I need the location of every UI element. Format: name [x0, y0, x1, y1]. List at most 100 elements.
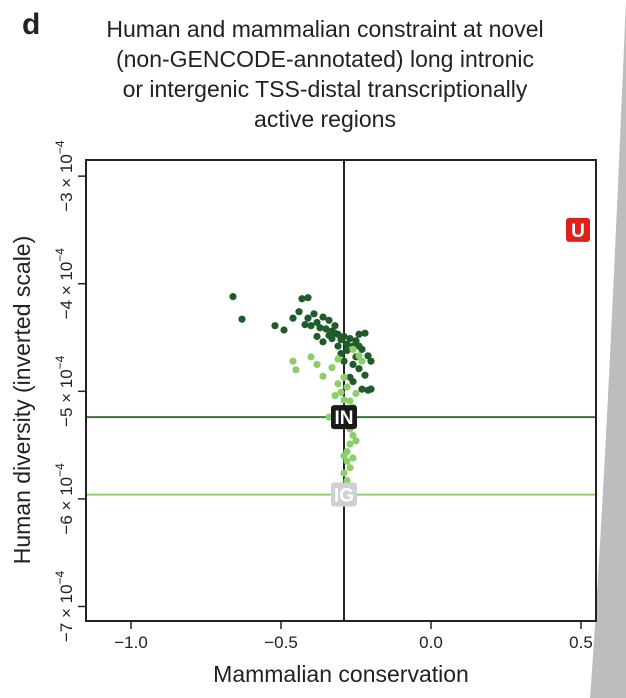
scatter-point-series-2 [349, 345, 357, 353]
scatter-point-series-2 [346, 440, 354, 448]
y-axis-label: Human diversity (inverted scale) [9, 236, 35, 565]
scatter-point-series-1 [301, 321, 309, 329]
scatter-point-series-1 [298, 295, 306, 303]
scatter-point-series-1 [355, 365, 363, 373]
scatter-point-series-1 [238, 315, 246, 323]
y-tick-mantissa: −6 × 10 [57, 477, 76, 535]
panel-label: d [22, 8, 41, 41]
scatter-point-series-2 [313, 360, 321, 369]
scatter-point-series-2 [340, 469, 348, 477]
scatter-point-series-1 [331, 322, 339, 330]
scatter-point-series-1 [304, 294, 312, 302]
scatter-point-series-1 [358, 385, 366, 393]
scatter-point-series-2 [328, 364, 336, 372]
y-tick-exponent: −4 [53, 463, 67, 477]
y-tick-exponent: −4 [53, 248, 67, 262]
scatter-point-series-1 [307, 322, 315, 330]
scatter-point-series-2 [343, 457, 351, 465]
data-points [229, 293, 375, 485]
scatter-point-series-1 [304, 314, 312, 322]
chart-title-line-4: active regions [254, 106, 396, 132]
scatter-point-series-2 [349, 431, 357, 440]
y-tick-label: −6 × 10−4 [53, 463, 76, 535]
scatter-point-series-1 [352, 337, 360, 345]
scatter-point-series-2 [349, 454, 357, 462]
y-tick-label: −5 × 10−4 [53, 355, 76, 427]
scatter-point-series-1 [340, 357, 348, 365]
chart-title-line-3: or intergenic TSS-distal transcriptional… [122, 76, 528, 102]
scatter-point-series-2 [355, 352, 363, 360]
scatter-point-series-1 [349, 360, 357, 369]
y-tick-mantissa: −5 × 10 [57, 369, 76, 427]
x-axis-label: Mammalian conservation [213, 661, 469, 687]
scatter-point-series-1 [313, 318, 321, 327]
plot-frame [85, 159, 597, 622]
scatter-point-series-1 [364, 352, 372, 360]
region-marker-box [566, 217, 590, 242]
scatter-point-series-1 [316, 324, 324, 332]
chart-title-line-2: (non-GENCODE-annotated) long intronic [115, 46, 535, 72]
scatter-point-series-2 [352, 437, 360, 445]
scatter-point-series-2 [343, 477, 351, 485]
scatter-point-series-1 [343, 346, 351, 355]
scatter-point-series-2 [340, 396, 348, 404]
scatter-point-series-2 [346, 397, 354, 405]
scatter-point-series-1 [355, 330, 363, 338]
y-tick-mantissa: −7 × 10 [57, 584, 76, 642]
scatter-point-series-1 [313, 332, 321, 341]
scatter-point-series-1 [346, 334, 354, 343]
scatter-point-series-2 [325, 413, 333, 421]
region-marker-label: IN [335, 408, 354, 429]
scatter-point-series-1 [331, 329, 339, 337]
scatter-point-series-2 [340, 452, 348, 460]
region-marker-u: U [566, 217, 590, 242]
scatter-point-series-1 [367, 385, 375, 393]
region-marker-label: U [571, 221, 585, 242]
region-marker-in: IN [331, 405, 357, 430]
region-marker-box [331, 405, 357, 430]
scatter-point-series-2 [358, 357, 366, 365]
scatter-point-series-2 [340, 373, 348, 381]
x-tick-label: −1.0 [114, 633, 148, 652]
scatter-point-series-1 [334, 342, 342, 350]
x-axis: −1.0 −0.5 0.0 0.5 [114, 621, 593, 652]
scatter-point-series-1 [310, 310, 318, 318]
y-tick-exponent: −4 [53, 140, 67, 154]
scatter-point-series-2 [343, 383, 351, 391]
scatter-point-series-1 [340, 332, 348, 341]
region-markers: U IN IG [331, 217, 590, 507]
chart-title: Human and mammalian constraint at novel … [60, 14, 590, 134]
scatter-point-series-2 [346, 464, 354, 472]
y-tick-exponent: −4 [53, 570, 67, 584]
region-marker-ig: IG [331, 482, 357, 507]
scatter-point-series-1 [337, 350, 345, 358]
page-curl-shape [590, 0, 626, 698]
scatter-point-series-2 [337, 388, 345, 396]
scatter-point-series-1 [343, 340, 351, 348]
scatter-point-series-1 [280, 326, 288, 334]
scatter-point-series-2 [334, 355, 342, 363]
scatter-point-series-1 [325, 316, 333, 324]
scatter-point-series-1 [346, 373, 354, 381]
scatter-point-series-1 [271, 322, 279, 330]
scatter-point-series-2 [319, 372, 327, 380]
scatter-point-series-1 [355, 342, 363, 350]
y-tick-label: −3 × 10−4 [53, 140, 76, 212]
scatter-point-series-1 [367, 357, 375, 365]
y-axis: −3 × 10−4−4 × 10−4−5 × 10−4−6 × 10−4−7 ×… [53, 140, 86, 642]
scatter-point-series-2 [289, 357, 297, 365]
x-tick-label: 0.5 [569, 633, 593, 652]
scatter-point-series-1 [229, 293, 237, 301]
y-tick-mantissa: −4 × 10 [57, 262, 76, 320]
scatter-point-series-1 [295, 308, 303, 316]
scatter-point-series-1 [325, 331, 333, 339]
scatter-point-series-1 [319, 338, 327, 346]
scatter-point-series-1 [319, 313, 327, 321]
scatter-point-series-2 [331, 392, 339, 400]
scatter-point-series-2 [334, 380, 342, 388]
region-marker-label: IG [334, 486, 354, 507]
scatter-point-series-2 [307, 353, 315, 361]
scatter-point-series-2 [292, 366, 300, 374]
